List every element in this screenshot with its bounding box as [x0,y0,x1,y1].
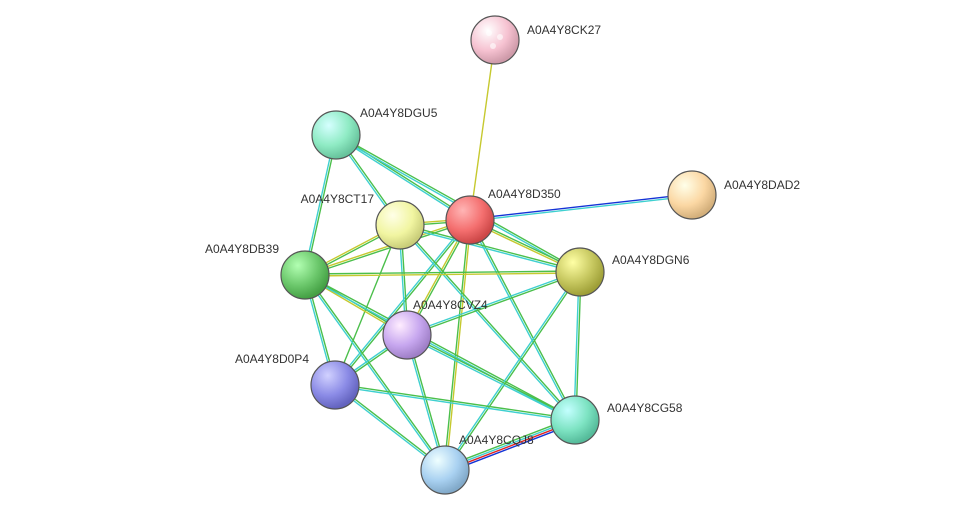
node-speckle [490,43,496,49]
node-A0A4Y8CK27[interactable] [471,16,519,64]
node-label: A0A4Y8CK27 [527,23,601,37]
node-A0A4Y8DB39[interactable] [281,251,329,299]
node-label: A0A4Y8CG58 [607,401,683,415]
edge[interactable] [424,223,446,225]
node-A0A4Y8DAD2[interactable] [668,171,716,219]
edge[interactable] [310,298,327,362]
node-label: A0A4Y8DGU5 [360,106,438,120]
edge[interactable] [494,197,668,217]
node-A0A4Y8D0P4[interactable] [311,361,359,409]
edge[interactable] [413,358,438,447]
node-A0A4Y8DGU5[interactable] [312,111,360,159]
edge[interactable] [494,199,668,219]
edge[interactable] [468,431,553,464]
edge[interactable] [344,247,391,363]
edge[interactable] [467,428,552,461]
node-label: A0A4Y8DGN6 [612,253,690,267]
node-label: A0A4Y8D0P4 [235,352,309,366]
edge[interactable] [311,159,332,252]
edge[interactable] [349,155,385,206]
edge[interactable] [424,221,446,223]
node-label: A0A4Y8D350 [488,187,561,201]
network-diagram[interactable]: A0A4Y8CK27 A0A4Y8DGU5 A0A4Y8DAD2 A0A4Y8D350… [0,0,976,513]
edge[interactable] [468,430,553,463]
node-speckle [486,30,492,36]
edge[interactable] [473,64,491,196]
node-A0A4Y8DGN6[interactable] [556,248,604,296]
node-speckle [497,34,503,40]
node-A0A4Y8D350[interactable] [446,196,494,244]
node-A0A4Y8CQJ8[interactable] [421,446,469,494]
edges-layer [309,64,668,464]
node-label: A0A4Y8DAD2 [724,178,800,192]
node-A0A4Y8CG58[interactable] [551,396,599,444]
edge[interactable] [356,149,449,208]
edge[interactable] [309,158,330,251]
node-A0A4Y8CVZ4[interactable] [383,311,431,359]
node-label: A0A4Y8CT17 [301,192,375,206]
edge[interactable] [418,241,458,314]
edge[interactable] [429,279,557,326]
node-A0A4Y8CT17[interactable] [376,201,424,249]
node-label: A0A4Y8DB39 [205,242,279,256]
edge[interactable] [430,281,558,328]
edge[interactable] [466,426,551,459]
